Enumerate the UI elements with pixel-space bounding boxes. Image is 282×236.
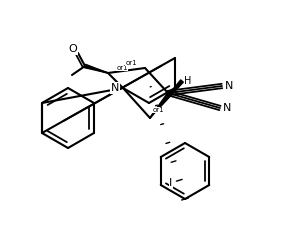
Text: O: O <box>69 44 77 54</box>
Text: I: I <box>169 178 172 188</box>
Polygon shape <box>85 64 108 73</box>
Text: N: N <box>111 83 119 93</box>
Text: or1: or1 <box>152 107 164 113</box>
Text: N: N <box>223 103 231 113</box>
Text: H: H <box>184 76 192 86</box>
Polygon shape <box>150 80 183 118</box>
Text: or1: or1 <box>125 60 137 66</box>
Text: N: N <box>225 81 233 91</box>
Text: or1: or1 <box>116 65 128 71</box>
